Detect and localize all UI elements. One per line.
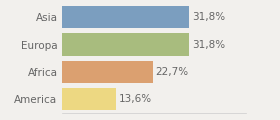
Bar: [62, 61, 153, 83]
Text: 31,8%: 31,8%: [192, 40, 225, 50]
Bar: [62, 88, 116, 110]
Text: 13,6%: 13,6%: [119, 94, 152, 104]
Bar: [62, 6, 189, 28]
Text: 22,7%: 22,7%: [155, 67, 188, 77]
Text: 31,8%: 31,8%: [192, 12, 225, 22]
Bar: [62, 33, 189, 56]
